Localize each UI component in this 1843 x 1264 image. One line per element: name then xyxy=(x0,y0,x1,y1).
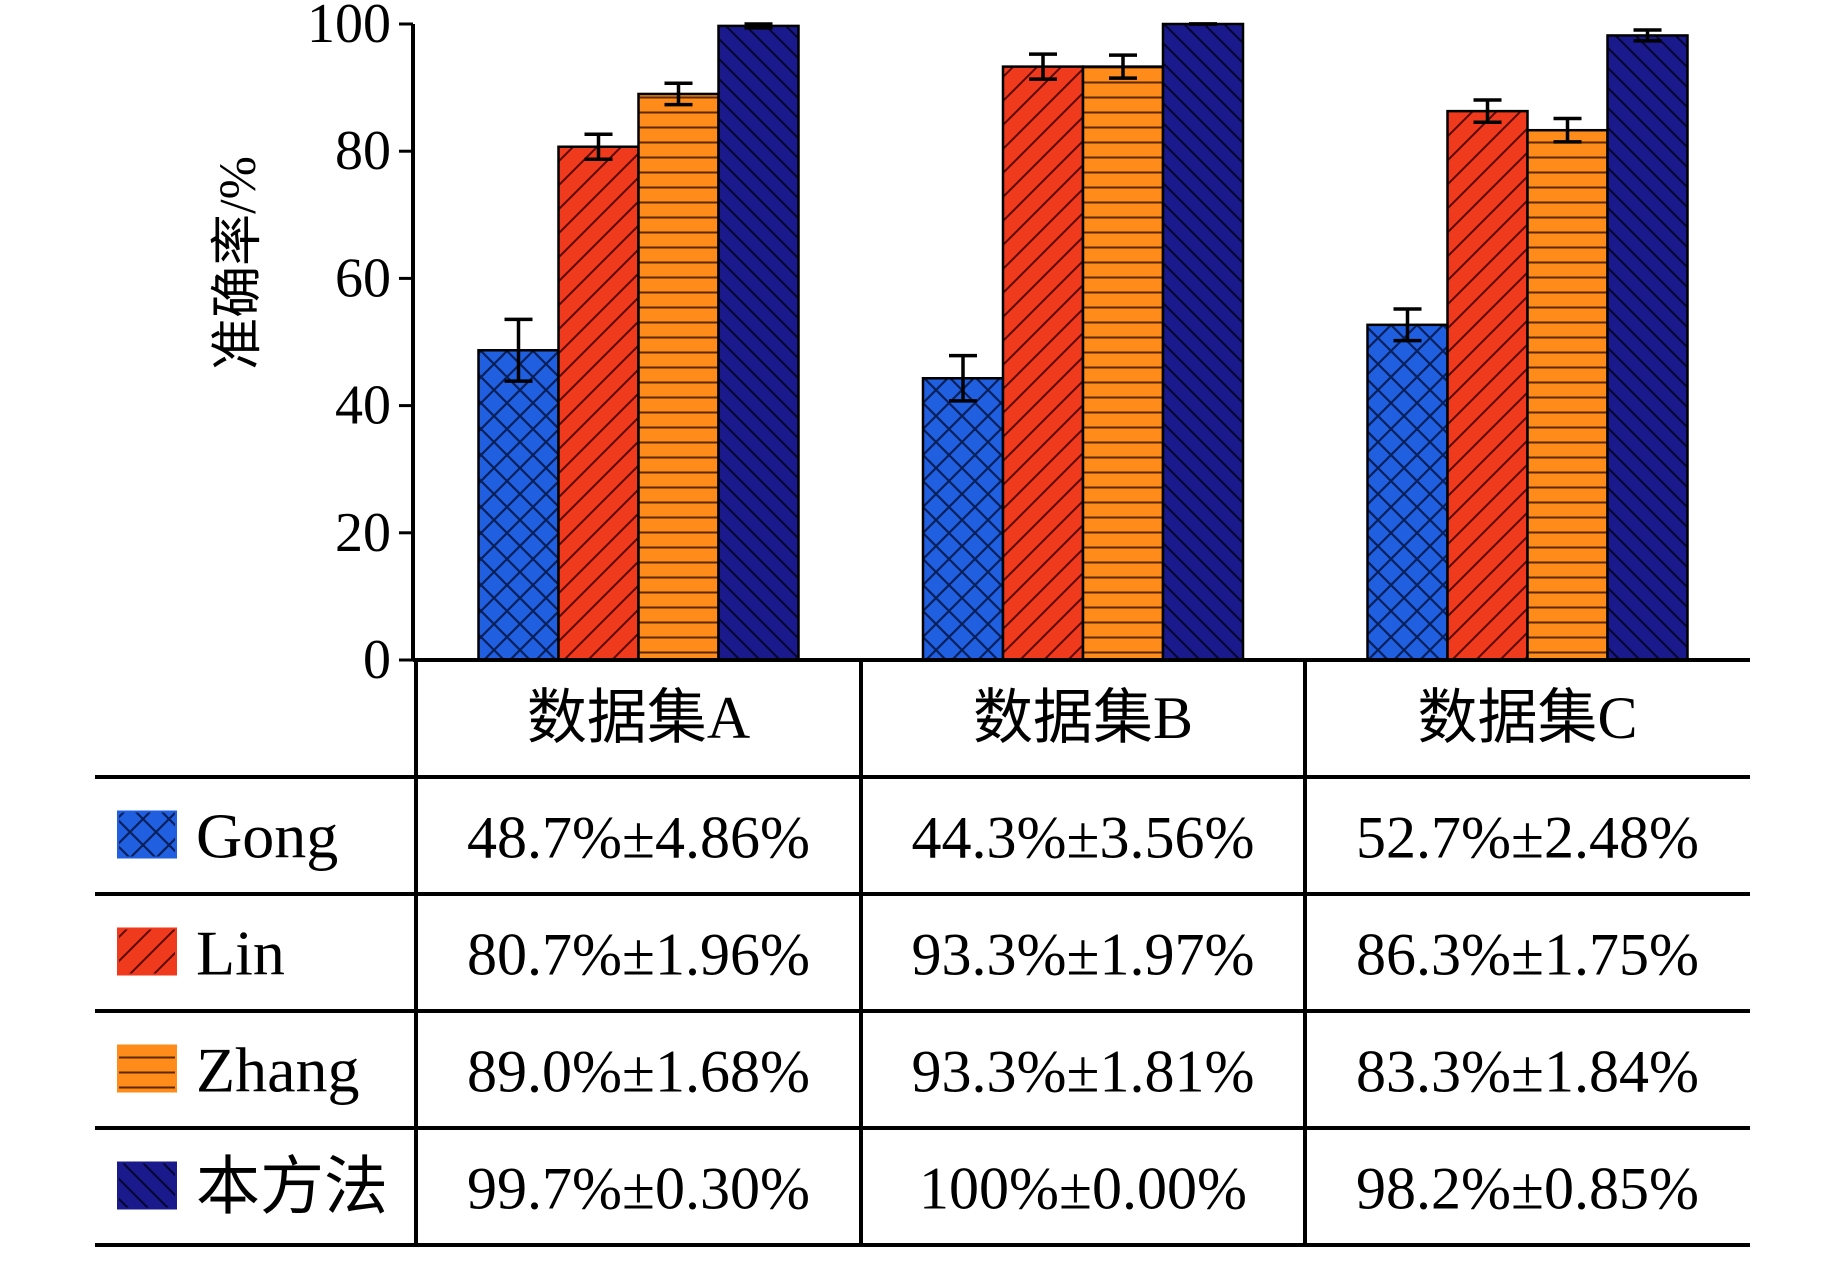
category-label: 数据集C xyxy=(1417,685,1637,751)
bar xyxy=(1526,128,1609,662)
legend-swatch xyxy=(117,1044,177,1093)
table-cell: 93.3%±1.97% xyxy=(912,922,1255,988)
bar xyxy=(1001,65,1085,662)
bar xyxy=(557,145,640,662)
category-label: 数据集A xyxy=(527,685,750,751)
table-row: 本方法 99.7%±0.30% 100%±0.00% 98.2%±0.85% xyxy=(117,1152,1699,1223)
bar xyxy=(637,92,720,662)
bar xyxy=(1446,109,1529,662)
y-axis-label: 准确率/% xyxy=(210,156,267,370)
table-cell: 98.2%±0.85% xyxy=(1356,1156,1699,1222)
table-row: Zhang 89.0%±1.68% 93.3%±1.81% 83.3%±1.84% xyxy=(117,1035,1699,1106)
legend-label: Lin xyxy=(196,918,285,989)
table-cell: 99.7%±0.30% xyxy=(467,1156,810,1222)
y-axis: 0 20 40 60 80 100 xyxy=(307,0,415,691)
legend-label: Zhang xyxy=(196,1035,360,1106)
legend-swatch xyxy=(117,1161,177,1210)
bar xyxy=(1366,323,1449,662)
bar-group xyxy=(477,22,800,662)
bar xyxy=(717,24,800,662)
table-row: Lin 80.7%±1.96% 93.3%±1.97% 86.3%±1.75% xyxy=(117,918,1699,989)
y-tick-label: 40 xyxy=(335,375,391,437)
table-cell: 83.3%±1.84% xyxy=(1356,1039,1699,1105)
table-cell: 52.7%±2.48% xyxy=(1356,805,1699,871)
legend-swatch xyxy=(117,927,177,976)
y-tick-label: 60 xyxy=(335,247,391,309)
y-tick-label: 100 xyxy=(307,0,391,55)
bar-group xyxy=(921,22,1245,662)
bar-group xyxy=(1366,28,1689,662)
legend-label: Gong xyxy=(196,801,338,872)
table-cell: 86.3%±1.75% xyxy=(1356,922,1699,988)
y-tick-label: 0 xyxy=(363,629,391,691)
bar xyxy=(477,349,560,662)
table-cell: 48.7%±4.86% xyxy=(467,805,810,871)
table-cell: 100%±0.00% xyxy=(919,1156,1247,1222)
category-label: 数据集B xyxy=(973,685,1193,751)
bar xyxy=(921,377,1005,662)
table-row: Gong 48.7%±4.86% 44.3%±3.56% 52.7%±2.48% xyxy=(117,801,1699,872)
legend-swatch xyxy=(117,810,177,859)
y-tick-label: 20 xyxy=(335,502,391,564)
bar xyxy=(1161,22,1245,662)
table-cell: 93.3%±1.81% xyxy=(912,1039,1255,1105)
bar xyxy=(1081,65,1165,662)
bars-group xyxy=(477,22,1689,662)
bar xyxy=(1606,34,1689,662)
table-cell: 89.0%±1.68% xyxy=(467,1039,810,1105)
table-cell: 80.7%±1.96% xyxy=(467,922,810,988)
table-cell: 44.3%±3.56% xyxy=(912,805,1255,871)
legend-label: 本方法 xyxy=(196,1152,388,1223)
y-tick-label: 80 xyxy=(335,120,391,182)
data-table: 数据集A 数据集B 数据集C Gong 48.7%±4.86% 44.3%±3.56% 52… xyxy=(95,658,1750,1247)
